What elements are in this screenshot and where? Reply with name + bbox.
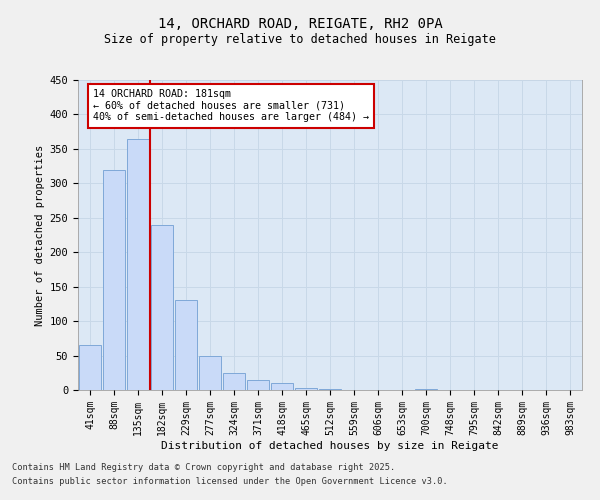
Bar	[295, 388, 317, 390]
Bar	[247, 380, 269, 390]
Text: Size of property relative to detached houses in Reigate: Size of property relative to detached ho…	[104, 32, 496, 46]
Text: Contains HM Land Registry data © Crown copyright and database right 2025.: Contains HM Land Registry data © Crown c…	[12, 464, 395, 472]
Bar	[199, 356, 221, 390]
Bar	[127, 138, 149, 390]
Text: 14, ORCHARD ROAD, REIGATE, RH2 0PA: 14, ORCHARD ROAD, REIGATE, RH2 0PA	[158, 18, 442, 32]
Text: 14 ORCHARD ROAD: 181sqm
← 60% of detached houses are smaller (731)
40% of semi-d: 14 ORCHARD ROAD: 181sqm ← 60% of detache…	[93, 90, 369, 122]
X-axis label: Distribution of detached houses by size in Reigate: Distribution of detached houses by size …	[161, 440, 499, 450]
Bar	[151, 224, 173, 390]
Bar	[79, 345, 101, 390]
Y-axis label: Number of detached properties: Number of detached properties	[35, 144, 46, 326]
Bar	[103, 170, 125, 390]
Bar	[223, 373, 245, 390]
Bar	[175, 300, 197, 390]
Text: Contains public sector information licensed under the Open Government Licence v3: Contains public sector information licen…	[12, 477, 448, 486]
Bar	[271, 383, 293, 390]
